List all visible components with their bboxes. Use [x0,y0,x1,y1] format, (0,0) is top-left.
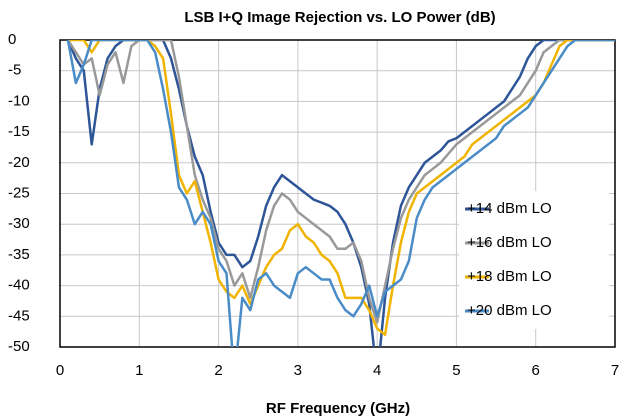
series-line [66,40,615,347]
x-tick-label: 2 [214,362,222,379]
legend-label: +14 dBm LO [467,200,552,217]
x-tick-label: 3 [294,362,302,379]
y-tick-label: -50 [8,338,30,355]
chart-title: LSB I+Q Image Rejection vs. LO Power (dB… [184,9,495,26]
x-tick-label: 5 [452,362,460,379]
y-tick-label: -20 [8,154,30,171]
x-tick-label: 4 [373,362,381,379]
y-tick-label: 0 [8,31,16,48]
legend-box [459,191,609,329]
legend-label: +18 dBm LO [467,268,552,285]
y-tick-label: -5 [8,62,21,79]
grid: 0 -5 -10 -15 -20 -25 -30 -35 -40 -45 -50 0 1 2 3 4 5 6 7 [8,31,619,379]
x-tick-label: 6 [532,362,540,379]
y-tick-label: -15 [8,123,30,140]
x-axis-label: RF Frequency (GHz) [266,400,410,417]
plot-border [59,39,616,348]
y-tick-label: -25 [8,184,30,201]
x-tick-label: 1 [135,362,143,379]
y-tick-label: -40 [8,277,30,294]
plot-lines [66,40,615,347]
y-tick-label: -10 [8,92,30,109]
x-tick-label: 0 [56,362,64,379]
y-tick-label: -30 [8,215,30,232]
series-line [66,40,615,324]
legend-label: +20 dBm LO [467,302,552,319]
series-line [67,40,615,336]
y-tick-label: -45 [8,307,30,324]
series-line [66,40,615,347]
y-tick-label: -35 [8,246,30,263]
legend: +14 dBm LO +16 dBm LO +18 dBm LO +20 dBm LO [459,191,609,329]
legend-label: +16 dBm LO [467,234,552,251]
x-tick-label: 7 [611,362,619,379]
